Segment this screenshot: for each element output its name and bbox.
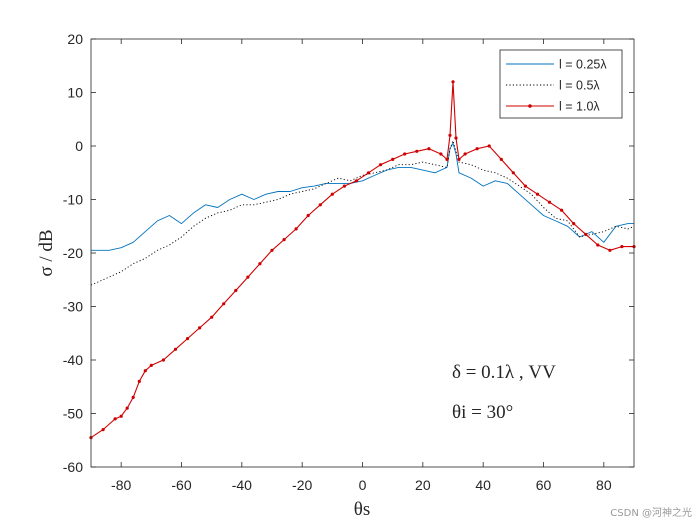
series-3-point xyxy=(457,157,461,161)
y-tick-label: -30 xyxy=(63,299,83,315)
x-tick-label: 80 xyxy=(596,477,612,493)
series-3-point xyxy=(246,275,250,279)
y-tick-label: -40 xyxy=(63,352,83,368)
series-3-point xyxy=(547,200,552,204)
series-3-point xyxy=(101,428,105,432)
x-tick-label: -20 xyxy=(292,477,312,493)
series-3-point xyxy=(258,262,262,266)
series-3-point xyxy=(620,245,624,249)
legend-label-3: l = 1.0λ xyxy=(559,100,600,114)
series-layer xyxy=(89,80,636,440)
series-3-point xyxy=(119,414,123,418)
y-tick-label: -50 xyxy=(63,406,83,422)
annotation-theta-i: θi = 30° xyxy=(452,402,513,423)
legend-box xyxy=(499,49,623,119)
series-3-point xyxy=(198,326,202,330)
legend-label-2: l = 0.5λ xyxy=(559,79,600,93)
y-tick-label: 0 xyxy=(75,138,83,154)
series-3-point xyxy=(149,363,153,367)
series-3-point xyxy=(210,315,214,319)
watermark: CSDN @河神之光 xyxy=(610,508,692,519)
series-3-point xyxy=(596,243,600,247)
legend-marker-3 xyxy=(528,104,532,108)
series-3-point xyxy=(415,149,419,153)
series-3-point xyxy=(379,163,383,167)
annotation-delta: δ = 0.1λ , VV xyxy=(452,362,556,383)
y-tick-label: 10 xyxy=(67,85,83,101)
series-3-point xyxy=(137,379,141,383)
x-tick-labels: -80 -60 -40 -20 0 20 40 60 80 xyxy=(111,477,612,493)
series-3-point xyxy=(427,147,431,151)
series-3-point xyxy=(463,152,467,156)
series-3-point xyxy=(294,227,298,231)
x-tick-label: 0 xyxy=(359,477,367,493)
series-3-point xyxy=(318,203,322,207)
series-3-point xyxy=(234,288,238,293)
series-3-point xyxy=(354,179,359,183)
series-3-point xyxy=(572,222,576,226)
x-tick-label: 40 xyxy=(475,477,491,493)
series-3-point xyxy=(454,136,458,140)
series-3-point xyxy=(475,147,479,151)
series-line-2 xyxy=(90,140,635,286)
series-3-point xyxy=(270,248,274,252)
series-3-point xyxy=(439,152,443,156)
series-3-point xyxy=(131,395,135,399)
series-3-point xyxy=(185,337,190,341)
legend-label-1: l = 0.25λ xyxy=(559,58,607,72)
series-3-point xyxy=(366,171,371,175)
series-3-point xyxy=(125,406,129,410)
series-3-point xyxy=(560,208,564,212)
series-3-point xyxy=(499,157,503,161)
series-3-point xyxy=(161,358,165,362)
y-tick-label: -20 xyxy=(63,245,83,261)
x-tick-label: -60 xyxy=(171,477,191,493)
x-tick-label: -80 xyxy=(111,477,131,493)
legend: l = 0.25λ l = 0.5λ l = 1.0λ xyxy=(499,49,623,119)
series-3-point xyxy=(342,184,346,188)
series-3-point xyxy=(608,248,612,252)
series-3-point xyxy=(445,157,449,161)
y-tick-label: 20 xyxy=(67,31,83,47)
series-3-point xyxy=(113,417,117,421)
y-tick-label: -60 xyxy=(63,459,83,475)
series-3-point xyxy=(487,144,491,148)
x-tick-label: -40 xyxy=(232,477,252,493)
y-tick-label: -10 xyxy=(63,192,83,208)
series-3-point xyxy=(523,184,528,188)
y-tick-labels: -60 -50 -40 -30 -20 -10 0 10 20 xyxy=(63,31,83,475)
x-tick-label: 20 xyxy=(415,477,431,493)
x-tick-label: 60 xyxy=(536,477,552,493)
x-axis-title: θs xyxy=(354,499,371,520)
ticks-layer xyxy=(91,38,634,468)
series-3-point xyxy=(282,238,286,242)
series-3-point xyxy=(451,80,455,84)
series-3-point xyxy=(306,213,310,218)
series-3-point xyxy=(391,157,395,161)
series-3-point xyxy=(511,171,515,175)
series-3-point xyxy=(403,152,407,156)
y-axis-title: σ / dB xyxy=(36,229,57,276)
series-3-point xyxy=(535,192,540,196)
series-3-point xyxy=(584,232,588,236)
series-3-point xyxy=(173,347,178,351)
series-3-point xyxy=(448,133,452,137)
series-3-point xyxy=(330,192,334,196)
series-3-point xyxy=(143,369,147,373)
series-3-point xyxy=(222,302,226,306)
